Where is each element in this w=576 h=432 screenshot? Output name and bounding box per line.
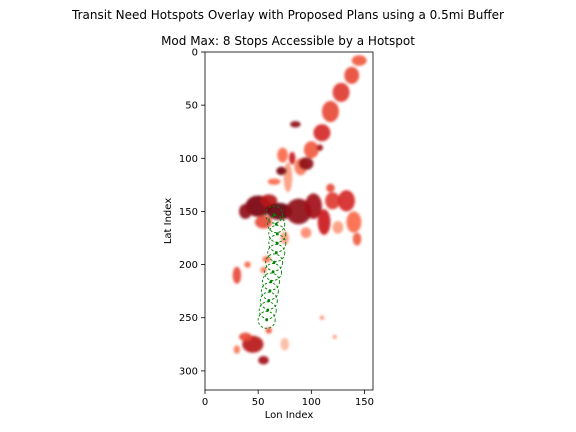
x-tick-label: 150 bbox=[355, 397, 374, 408]
hotspot-region bbox=[260, 194, 278, 208]
hotspot-region bbox=[276, 166, 287, 176]
chart-title: Mod Max: 8 Stops Accessible by a Hotspot bbox=[161, 34, 415, 48]
x-tick-label: 50 bbox=[252, 397, 265, 408]
hotspot-region bbox=[280, 337, 289, 351]
hotspot-region bbox=[304, 193, 322, 219]
stop-point bbox=[272, 213, 276, 217]
stop-point bbox=[275, 232, 279, 236]
hotspot-region bbox=[233, 345, 241, 354]
x-tick-label: 100 bbox=[302, 397, 321, 408]
buffer-circle bbox=[261, 272, 280, 291]
buffer-circle bbox=[260, 282, 279, 301]
axes-frame bbox=[204, 51, 374, 391]
plot-area bbox=[232, 55, 367, 365]
buffer-circle bbox=[264, 263, 283, 281]
hotspot-region bbox=[303, 141, 319, 159]
hotspot-region bbox=[332, 82, 350, 102]
y-axis-label: Lat Index bbox=[163, 198, 174, 244]
hotspot-region bbox=[313, 124, 331, 142]
y-tick-label: 100 bbox=[179, 154, 198, 165]
hotspot-region bbox=[346, 211, 362, 233]
x-tick-label: 0 bbox=[202, 397, 208, 408]
hotspot-region bbox=[351, 55, 367, 66]
hotspot-region bbox=[317, 209, 331, 235]
hotspot-region bbox=[232, 266, 242, 284]
buffer-circle bbox=[259, 291, 278, 310]
hotspot-heatmap bbox=[232, 55, 367, 365]
y-tick-label: 300 bbox=[179, 366, 198, 377]
buffer-circles bbox=[257, 205, 287, 329]
hotspot-region bbox=[325, 192, 341, 210]
hotspot-region bbox=[300, 227, 312, 239]
hotspot-region bbox=[285, 198, 312, 225]
hotspot-region bbox=[290, 121, 301, 128]
buffer-circle bbox=[267, 215, 286, 234]
stop-point bbox=[274, 251, 278, 255]
stop-point bbox=[271, 270, 275, 274]
buffer-circle bbox=[267, 243, 286, 262]
stop-point bbox=[267, 299, 271, 303]
y-axis-ticks: 0 50 100 150 200 250 300 bbox=[179, 48, 205, 377]
hotspot-region bbox=[332, 221, 344, 234]
stop-point bbox=[272, 261, 276, 264]
hotspot-region bbox=[319, 315, 325, 320]
buffer-circle bbox=[257, 310, 276, 329]
hotspot-region bbox=[239, 332, 252, 342]
stop-point bbox=[275, 241, 279, 245]
hotspot-region bbox=[267, 178, 281, 185]
hotspot-region bbox=[321, 100, 339, 123]
buffer-circle bbox=[258, 301, 277, 320]
hotspot-region bbox=[352, 232, 362, 246]
y-tick-label: 200 bbox=[179, 260, 198, 271]
hotspot-region bbox=[289, 151, 296, 165]
hotspot-region bbox=[239, 203, 252, 219]
stop-point bbox=[268, 289, 272, 293]
hotspot-region bbox=[283, 162, 293, 193]
x-axis-label: Lon Index bbox=[265, 410, 314, 421]
hotspot-region bbox=[258, 355, 269, 365]
figure-suptitle: Transit Need Hotspots Overlay with Propo… bbox=[71, 8, 504, 22]
hotspot-region bbox=[332, 334, 337, 339]
hotspot-region bbox=[266, 202, 293, 220]
y-tick-label: 250 bbox=[179, 313, 198, 324]
buffer-circle bbox=[265, 205, 284, 224]
hotspot-region bbox=[344, 66, 360, 84]
hotspot-region bbox=[277, 147, 288, 163]
hotspot-region bbox=[337, 190, 355, 212]
hotspot-region bbox=[262, 256, 271, 263]
y-tick-label: 0 bbox=[192, 48, 198, 59]
stop-point bbox=[274, 222, 278, 226]
hotspot-region bbox=[254, 215, 272, 229]
hotspot-region bbox=[298, 157, 314, 170]
stop-point bbox=[269, 280, 273, 283]
stop-point bbox=[265, 318, 269, 322]
hotspot-region bbox=[244, 261, 251, 268]
stop-points bbox=[265, 213, 279, 322]
stop-point bbox=[266, 308, 270, 312]
hotspot-region bbox=[316, 144, 324, 151]
hotspot-region bbox=[326, 183, 335, 193]
y-tick-label: 150 bbox=[179, 207, 198, 218]
buffer-circle bbox=[265, 253, 284, 272]
y-tick-label: 50 bbox=[185, 101, 198, 112]
hotspot-region bbox=[265, 327, 272, 334]
x-axis-ticks: 0 50 100 150 bbox=[202, 390, 374, 408]
